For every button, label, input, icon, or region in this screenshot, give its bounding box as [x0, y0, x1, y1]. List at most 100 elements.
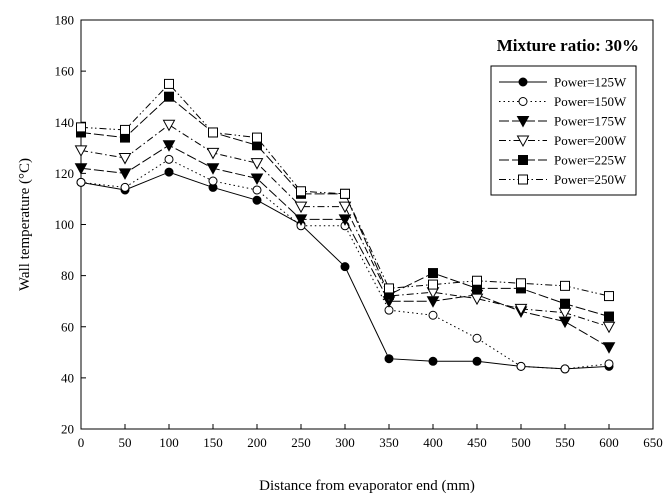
data-point [560, 280, 570, 291]
data-point [560, 364, 570, 374]
data-point [338, 214, 352, 226]
x-tick-label: 600 [599, 435, 619, 450]
data-point [470, 293, 484, 306]
data-point [252, 195, 262, 205]
data-point [74, 163, 88, 175]
data-point [604, 311, 614, 322]
legend-marker [518, 77, 528, 87]
y-tick-label: 40 [61, 370, 74, 385]
y-tick-label: 80 [61, 268, 74, 283]
data-point [472, 356, 482, 366]
data-point [120, 124, 130, 135]
data-point [76, 122, 86, 133]
legend-marker [518, 155, 528, 165]
y-tick-label: 140 [55, 115, 75, 130]
legend: Power=125W Power=150W Power=175W Power=200W… [490, 65, 637, 196]
data-point [74, 145, 88, 157]
legend-item: Power=250W [499, 172, 627, 187]
data-point [294, 214, 308, 226]
data-point [162, 119, 176, 132]
x-tick-label: 350 [379, 435, 399, 450]
series-6 [76, 78, 614, 302]
legend-marker [518, 174, 528, 185]
data-point [118, 153, 132, 165]
data-point [206, 147, 220, 160]
x-tick-label: 0 [78, 435, 85, 450]
y-tick-label: 100 [55, 217, 75, 232]
x-tick-label: 450 [467, 435, 487, 450]
data-point [472, 333, 482, 343]
data-point [164, 154, 174, 164]
legend-item: Power=225W [499, 153, 627, 168]
mixture-ratio-annotation: Mixture ratio: 30% [497, 36, 639, 55]
y-tick-label: 60 [61, 319, 74, 334]
x-tick-label: 400 [423, 435, 443, 450]
legend-marker [518, 97, 528, 106]
data-point [516, 278, 526, 289]
x-tick-label: 550 [555, 435, 575, 450]
x-tick-label: 500 [511, 435, 531, 450]
x-tick-label: 250 [291, 435, 311, 450]
data-point [604, 291, 614, 302]
data-point [384, 283, 394, 294]
x-tick-label: 150 [203, 435, 223, 450]
legend-box [490, 65, 637, 196]
x-tick-label: 50 [119, 435, 132, 450]
x-tick-label: 200 [247, 435, 267, 450]
y-tick-label: 20 [61, 422, 74, 437]
data-point [250, 173, 264, 186]
axes: 0 50 100 150 200 250 300 350 400 450 500 550 600 650 2… [55, 13, 663, 451]
x-tick-label: 100 [159, 435, 179, 450]
data-point [252, 185, 262, 195]
legend-item: Power=200W [499, 133, 627, 148]
x-tick-label: 650 [643, 435, 663, 450]
data-point [340, 262, 350, 272]
legend-label: Power=125W [554, 75, 627, 90]
legend-marker [516, 135, 530, 148]
x-tick-label: 300 [335, 435, 355, 450]
x-axis-title: Distance from evaporator end (mm) [259, 478, 475, 494]
legend-label: Power=150W [554, 94, 627, 109]
data-point [296, 186, 306, 197]
data-point [252, 132, 262, 143]
legend-label: Power=200W [554, 133, 627, 148]
legend-item: Power=150W [499, 94, 627, 109]
data-point [516, 361, 526, 371]
data-point [208, 127, 218, 138]
legend-item: Power=175W [499, 114, 627, 129]
data-point [164, 167, 174, 177]
data-point [340, 188, 350, 199]
y-tick-label: 160 [55, 64, 75, 79]
data-point [560, 298, 570, 309]
data-point [120, 182, 130, 192]
legend-label: Power=250W [554, 172, 627, 187]
data-point [76, 177, 86, 187]
data-point [472, 275, 482, 286]
data-point [428, 310, 438, 320]
y-tick-label: 120 [55, 166, 75, 181]
data-point [604, 359, 614, 369]
data-point [514, 303, 528, 316]
data-point [428, 268, 438, 279]
legend-label: Power=175W [554, 114, 627, 129]
data-point [208, 176, 218, 186]
legend-marker [516, 116, 530, 128]
data-point [118, 168, 132, 180]
data-point [602, 321, 616, 334]
data-point [162, 140, 176, 152]
y-tick-label: 180 [55, 13, 75, 28]
data-point [250, 158, 264, 170]
data-point [428, 279, 438, 290]
series-layer [74, 78, 616, 374]
data-point [294, 201, 308, 214]
data-point [164, 78, 174, 89]
legend-label: Power=225W [554, 153, 627, 168]
legend-item: Power=125W [499, 75, 627, 90]
data-point [428, 356, 438, 366]
data-point [338, 201, 352, 214]
data-point [384, 354, 394, 364]
y-axis-title: Wall temperature (°C) [17, 158, 33, 291]
data-point [602, 342, 616, 354]
